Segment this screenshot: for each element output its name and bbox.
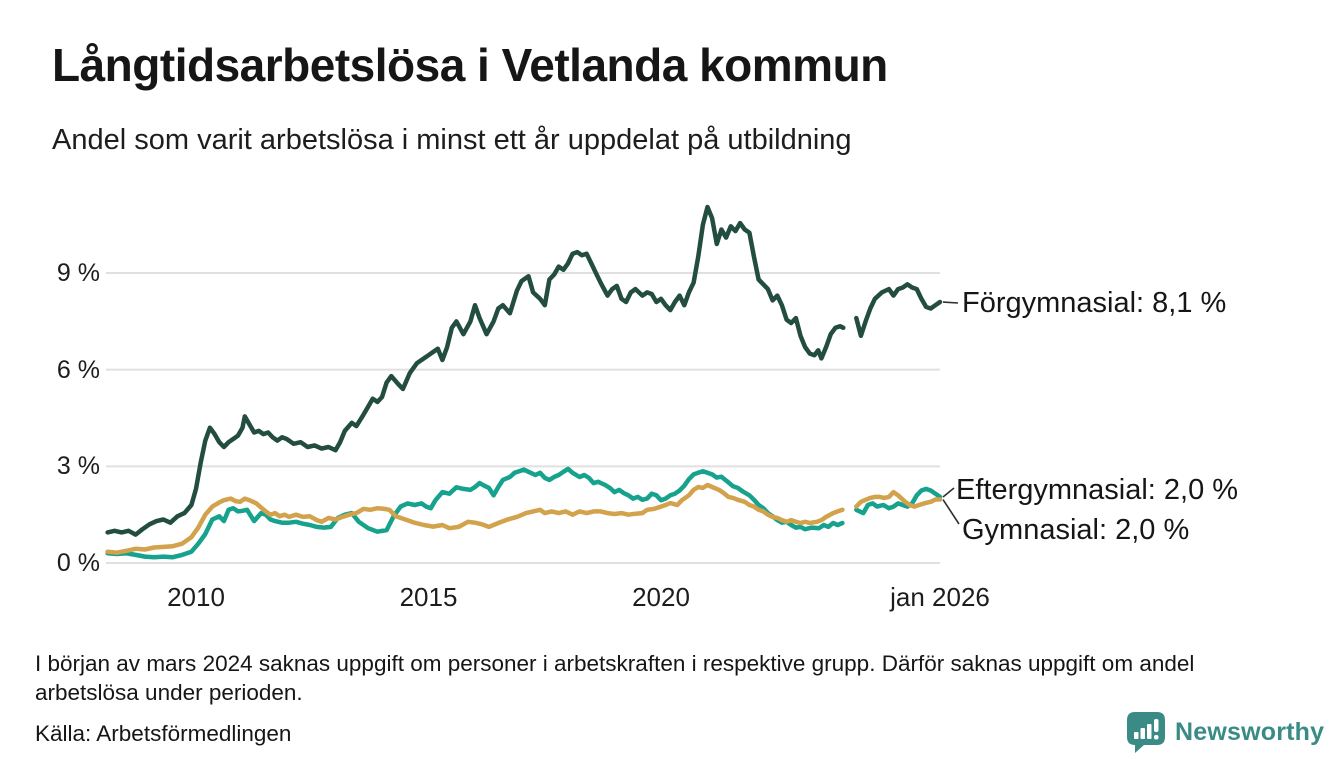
y-axis-tick-label: 9 % (56, 259, 100, 288)
series-line-gymnasial (105, 482, 943, 555)
label-connector (942, 301, 959, 304)
series-label-eftergymnasial: Eftergymnasial: 2,0 % (956, 474, 1239, 506)
series-line-förgymnasial (105, 204, 943, 537)
source-line: Källa: Arbetsförmedlingen (35, 721, 292, 746)
y-axis-tick-label: 6 % (56, 355, 100, 384)
x-axis-tick-label: jan 2026 (890, 582, 990, 612)
footnote: I början av mars 2024 saknas uppgift om … (35, 651, 1195, 705)
x-axis-tick-label: 2020 (632, 582, 690, 612)
label-connector (942, 487, 955, 498)
series-line-eftergymnasial (105, 466, 943, 560)
newsworthy-brand-text: Newsworthy (1175, 718, 1325, 746)
newsworthy-logo-icon (1126, 711, 1166, 754)
page-title: Långtidsarbetslösa i Vetlanda kommun (52, 39, 888, 91)
page-subtitle: Andel som varit arbetslösa i minst ett å… (52, 124, 852, 156)
y-axis-tick-label: 0 % (56, 549, 100, 577)
series-label-gymnasial: Gymnasial: 2,0 % (962, 514, 1190, 546)
label-connector (942, 499, 960, 525)
x-axis-tick-label: 2015 (399, 582, 458, 612)
series-label-forgymnasial: Förgymnasial: 8,1 % (962, 287, 1227, 319)
x-axis-tick-label: 2010 (167, 582, 225, 612)
newsworthy-brand: Newsworthy (1126, 711, 1324, 754)
y-axis-tick-label: 3 % (56, 452, 100, 481)
